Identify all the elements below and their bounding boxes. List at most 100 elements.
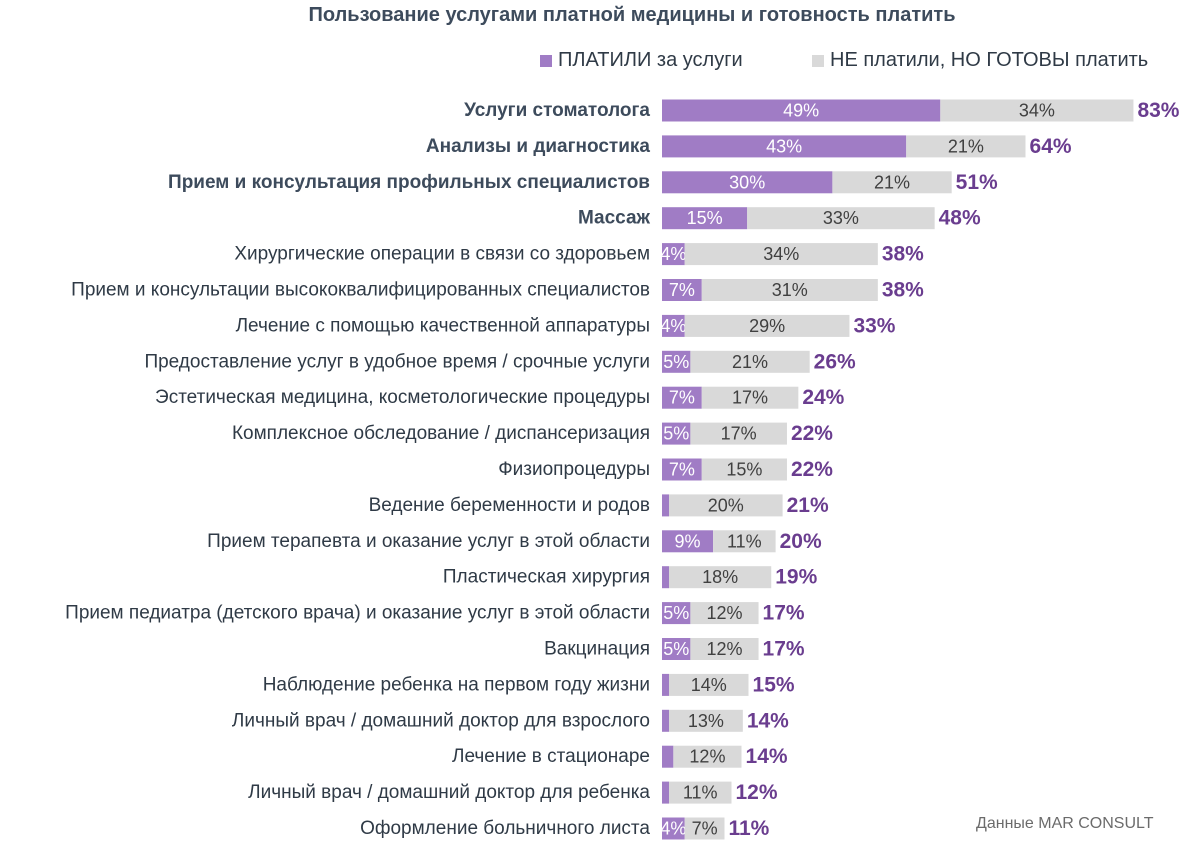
total-label: 21%	[787, 494, 829, 517]
data-label-ready: 15%	[726, 460, 762, 480]
bar-ready	[669, 781, 732, 804]
bar-paid	[662, 530, 714, 553]
bar-ready	[701, 458, 787, 481]
total-label: 15%	[753, 673, 795, 696]
category-label: Хирургические операции в связи со здоров…	[234, 244, 650, 265]
total-label: 38%	[882, 243, 924, 266]
data-label-ready: 17%	[721, 424, 757, 444]
bar-paid	[662, 314, 685, 337]
category-label: Личный врач / домашний доктор для взросл…	[232, 710, 650, 731]
total-label: 11%	[728, 817, 769, 840]
bar-ready	[684, 243, 878, 266]
data-label-ready: 29%	[749, 316, 785, 336]
category-label: Лечение в стационаре	[452, 746, 650, 767]
data-label-ready: 12%	[706, 639, 742, 659]
bar-paid	[662, 99, 941, 122]
data-label-paid: 4%	[660, 244, 686, 264]
legend-item-ready: НЕ платили, НО ГОТОВЫ платить	[812, 49, 1148, 72]
legend-item-paid: ПЛАТИЛИ за услуги	[540, 49, 743, 72]
bar-paid	[662, 745, 674, 768]
data-label-ready: 34%	[1019, 101, 1055, 121]
category-label: Личный врач / домашний доктор для ребенк…	[248, 782, 650, 803]
bar-ready	[669, 566, 772, 589]
data-label-ready: 21%	[732, 352, 768, 372]
data-label-ready: 14%	[691, 675, 727, 695]
total-label: 83%	[1137, 99, 1179, 122]
category-label: Эстетическая медицина, косметологические…	[155, 387, 650, 408]
source-note: Данные MAR CONSULT	[976, 815, 1154, 832]
data-label-ready: 20%	[708, 495, 744, 515]
bar-paid	[662, 135, 907, 158]
category-label: Анализы и диагностика	[426, 136, 651, 157]
bar-paid	[662, 709, 669, 732]
total-label: 33%	[853, 314, 895, 337]
bar-ready	[713, 530, 776, 553]
data-label-paid: 5%	[663, 639, 689, 659]
data-label-paid: 5%	[663, 424, 689, 444]
bar-paid	[662, 817, 685, 840]
total-label: 22%	[791, 458, 833, 481]
data-label-paid: 30%	[729, 172, 765, 192]
bar-paid	[662, 638, 691, 660]
bar-paid	[662, 602, 691, 625]
bar-ready	[906, 135, 1026, 158]
category-label: Предоставление услуг в удобное время / с…	[144, 351, 650, 372]
data-label-paid: 15%	[687, 208, 723, 228]
data-label-paid: 7%	[669, 460, 695, 480]
legend-label-paid: ПЛАТИЛИ за услуги	[558, 49, 743, 71]
data-label-ready: 34%	[763, 244, 799, 264]
total-label: 48%	[939, 207, 981, 230]
total-label: 26%	[814, 350, 856, 373]
data-label-paid: 43%	[766, 136, 802, 156]
bar-paid	[662, 171, 833, 194]
total-label: 64%	[1030, 135, 1072, 158]
total-label: 24%	[802, 386, 844, 409]
category-label: Физиопроцедуры	[498, 459, 650, 480]
total-label: 22%	[791, 422, 833, 445]
data-label-ready: 7%	[692, 819, 718, 839]
bar-ready	[669, 673, 749, 696]
bar-paid	[662, 386, 702, 409]
category-label: Оформление больничного листа	[360, 818, 650, 839]
bar-ready	[747, 207, 935, 230]
category-label: Вакцинация	[544, 639, 650, 660]
total-label: 17%	[763, 638, 805, 661]
bar-paid	[662, 207, 748, 230]
data-label-ready: 18%	[702, 567, 738, 587]
data-label-ready: 31%	[772, 280, 808, 300]
data-label-ready: 12%	[706, 603, 742, 623]
bar-ready	[690, 638, 759, 660]
bar-ready	[673, 745, 742, 768]
legend-label-ready: НЕ платили, НО ГОТОВЫ платить	[830, 49, 1149, 71]
bar-ready	[690, 422, 787, 445]
category-label: Массаж	[578, 208, 651, 229]
legend-swatch-ready	[812, 54, 824, 67]
bar-ready	[690, 602, 759, 625]
data-label-ready: 21%	[948, 136, 984, 156]
total-label: 38%	[882, 279, 924, 302]
chart-title: Пользование услугами платной медицины и …	[308, 4, 956, 26]
bar-ready	[832, 171, 952, 194]
data-label-paid: 7%	[669, 388, 695, 408]
category-label: Лечение с помощью качественной аппаратур…	[236, 315, 650, 336]
legend-swatch-paid	[540, 54, 552, 67]
bar-ready	[669, 709, 743, 732]
category-label: Услуги стоматолога	[464, 100, 650, 121]
data-label-paid: 7%	[669, 280, 695, 300]
data-label-paid: 49%	[783, 101, 819, 121]
bar-ready	[684, 314, 850, 337]
total-label: 17%	[763, 602, 805, 625]
data-label-ready: 17%	[732, 388, 768, 408]
total-label: 12%	[735, 781, 777, 804]
total-label: 51%	[956, 171, 998, 194]
category-label: Наблюдение ребенка на первом году жизни	[263, 674, 650, 695]
data-label-ready: 11%	[727, 531, 762, 551]
bar-ready	[940, 99, 1134, 122]
total-label: 19%	[775, 566, 817, 589]
data-label-ready: 11%	[683, 783, 718, 803]
bar-ready	[690, 350, 810, 373]
category-label: Прием педиатра (детского врача) и оказан…	[65, 603, 650, 624]
bar-paid	[662, 422, 691, 445]
data-label-paid: 5%	[663, 603, 689, 623]
bar-ready	[701, 386, 799, 409]
